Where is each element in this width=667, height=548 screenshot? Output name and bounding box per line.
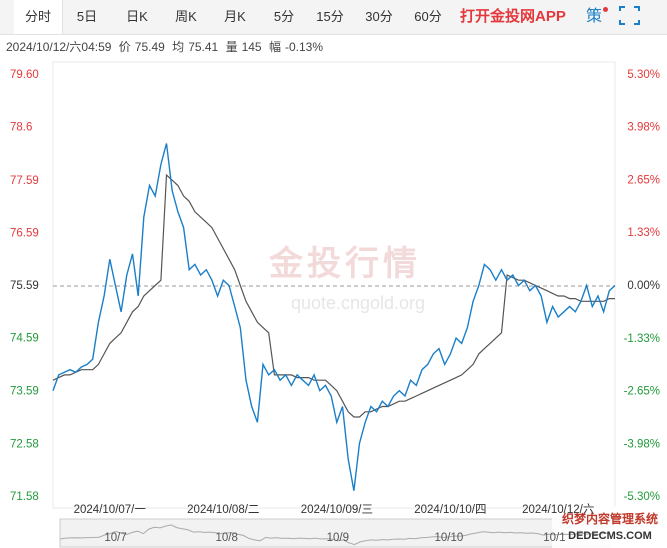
y-tick-label: 79.60: [10, 69, 39, 81]
watermark-name: 金投行情: [268, 244, 421, 283]
info-line: 2024/10/12/六04:59 价 75.49 均 75.41 量 145 幅 -0…: [6, 38, 327, 55]
badge: [603, 7, 608, 12]
navigator-label: 10/9: [327, 532, 349, 544]
info-value: -0.13%: [284, 40, 323, 54]
tab[interactable]: 周K: [175, 9, 197, 24]
y-tick-label: 77.59: [10, 175, 39, 187]
corner-mark: DEDECMS.COM: [568, 530, 652, 542]
navigator-label: 10/1: [543, 532, 565, 544]
info-time: 2024/10/12/六04:59: [6, 40, 112, 54]
tab[interactable]: 日K: [126, 9, 148, 24]
y-tick-label: 78.6: [10, 122, 32, 134]
corner-mark: 织梦内容管理系统: [562, 511, 658, 526]
tab[interactable]: 60分: [414, 9, 442, 24]
y-tick-label: 71.58: [10, 491, 39, 503]
app-link[interactable]: 打开金投网APP: [460, 8, 566, 25]
corner-mark-bg: [552, 506, 667, 548]
y2-tick-label: 2.65%: [627, 175, 660, 187]
tab[interactable]: 30分: [365, 9, 393, 24]
navigator-label: 10/8: [215, 532, 237, 544]
y-tick-label: 73.59: [10, 385, 39, 397]
tab[interactable]: 5分: [273, 9, 295, 24]
info-value: 75.41: [188, 40, 219, 54]
tab[interactable]: 15分: [316, 9, 344, 24]
x-tick-label: 2024/10/10/四: [414, 504, 486, 516]
y2-tick-label: -3.98%: [624, 438, 660, 450]
y2-tick-label: -5.30%: [624, 491, 660, 503]
navigator-label: 10/10: [434, 532, 463, 544]
info-label: 幅: [268, 40, 281, 54]
info-value: 145: [241, 40, 262, 54]
info-label: 均: [172, 40, 185, 54]
y-tick-label: 76.59: [10, 227, 39, 239]
average-line: [52, 173, 615, 418]
y2-tick-label: 1.33%: [627, 227, 660, 239]
x-tick-label: 2024/10/12/六: [522, 503, 594, 516]
y2-tick-label: -2.65%: [624, 386, 660, 398]
y-tick-label: 74.59: [10, 333, 39, 345]
tab[interactable]: 月K: [224, 9, 246, 24]
navigator[interactable]: [59, 518, 611, 548]
navigator-label: 10/7: [104, 532, 126, 544]
info-label: 价: [118, 40, 131, 54]
y2-tick-label: -1.33%: [624, 333, 660, 345]
tab-bar: 分时 5日 日K 周K 月K 5分 15分 30分 60分: [0, 0, 667, 35]
x-tick-label: 2024/10/09/三: [301, 504, 373, 516]
y2-tick-label: 0.00%: [627, 280, 660, 292]
info-label: 量: [225, 40, 238, 54]
tab[interactable]: 5日: [76, 9, 98, 24]
y2-tick-label: 5.30%: [627, 69, 660, 81]
y-tick-label: 72.58: [10, 438, 39, 450]
fullscreen-icon[interactable]: [619, 6, 640, 25]
watermark-url: quote.cngold.org: [291, 293, 425, 313]
info-value: 75.49: [134, 40, 165, 54]
tab[interactable]: 分时: [14, 0, 63, 34]
x-tick-label: 2024/10/07/一: [74, 504, 147, 516]
plot-border: [52, 61, 616, 509]
x-tick-label: 2024/10/08/二: [187, 504, 259, 516]
y2-tick-label: 3.98%: [627, 122, 660, 134]
price-line: [52, 143, 616, 491]
y-tick-label: 75.59: [10, 280, 39, 292]
strategy-button[interactable]: 策: [586, 8, 603, 25]
icon-path: [619, 6, 640, 25]
navigator-line: [59, 524, 611, 546]
